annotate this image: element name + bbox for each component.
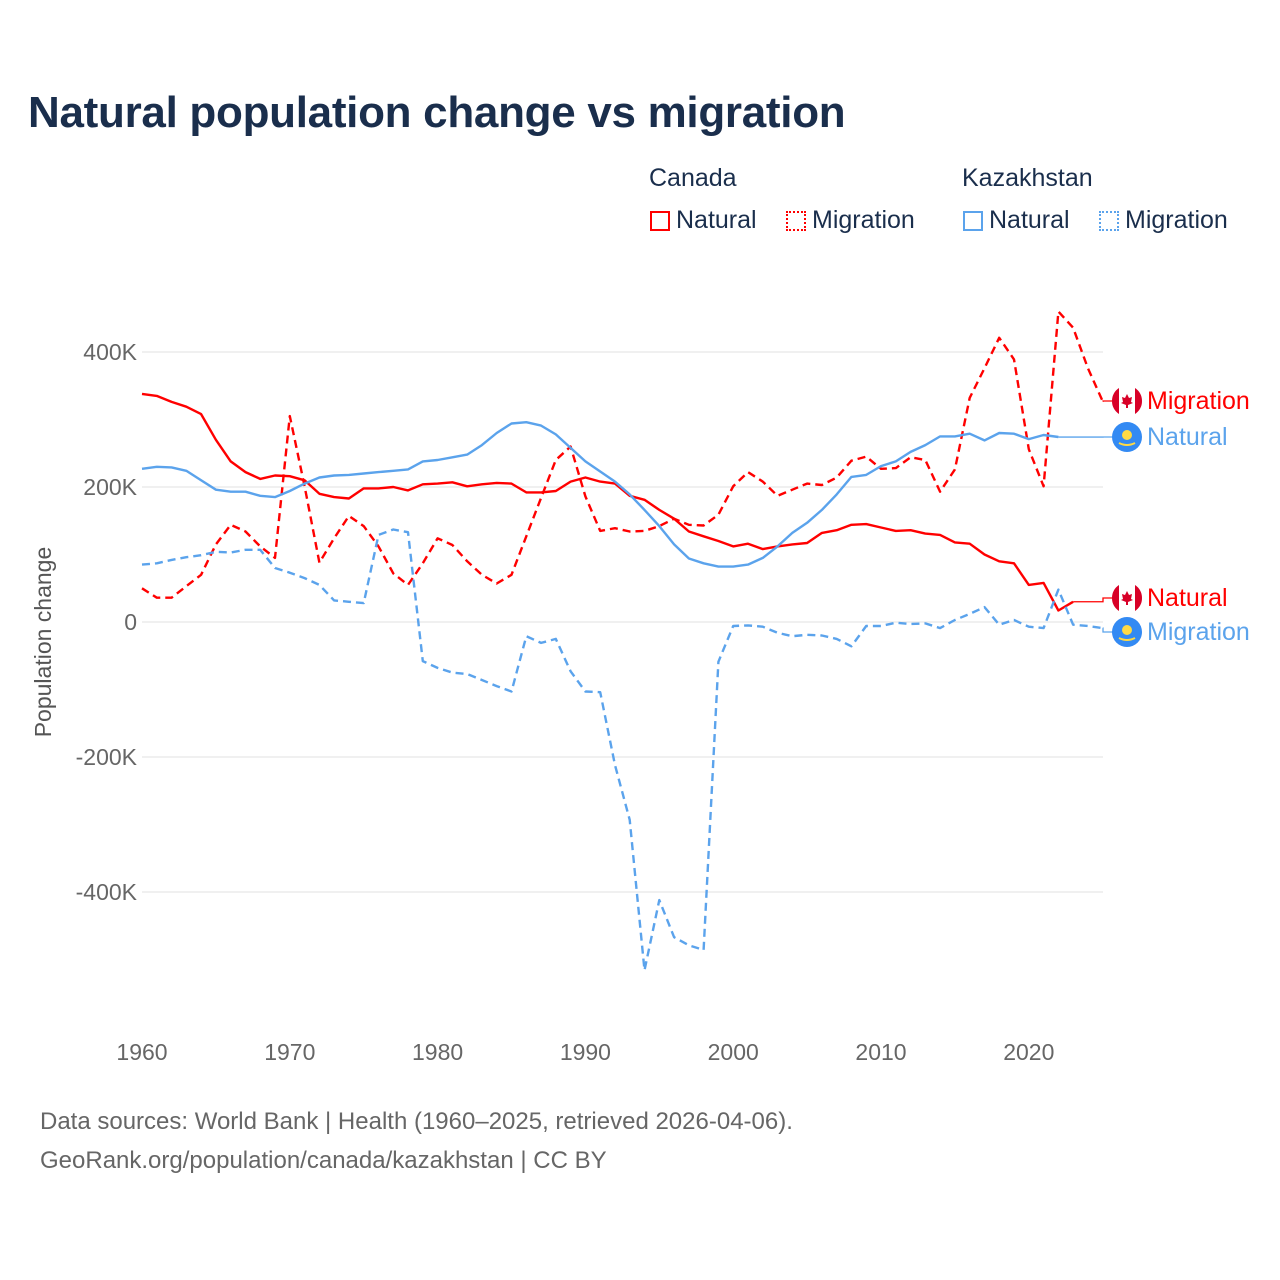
solid-swatch-icon [963,210,983,231]
series-line-canada-migration [141,310,1104,599]
legend-item-kazakhstan-natural[interactable]: Natural [963,206,1070,235]
y-tick-label: 400K [83,339,137,365]
x-tick-label: 2010 [855,1039,906,1065]
eagle-icon [1118,637,1136,641]
x-tick-label: 1980 [412,1039,463,1065]
footer-attribution: GeoRank.org/population/canada/kazakhstan… [40,1147,607,1174]
x-tick-label: 2000 [708,1039,759,1065]
y-axis-label: Population change [30,547,56,738]
solid-swatch-icon [650,210,670,231]
series-line-canada-natural [141,392,1074,612]
kazakhstan-flag-icon [1112,617,1142,647]
maple-leaf-icon [1121,394,1133,408]
legend-label: Natural [989,206,1070,234]
dotted-swatch-icon [786,210,806,231]
footer-sources: Data sources: World Bank | Health (1960–… [40,1108,793,1135]
eagle-icon [1118,442,1136,446]
legend-label: Natural [676,206,757,234]
maple-leaf-icon [1121,591,1133,605]
y-tick-label: 0 [124,609,137,635]
chart-title: Natural population change vs migration [28,88,846,137]
legend-item-kazakhstan-migration[interactable]: Migration [1099,206,1228,235]
label-connector [1073,597,1113,603]
series-line-kazakhstan-natural [141,421,1059,568]
legend-group-canada: Canada [649,164,737,192]
flag-band [1135,585,1143,611]
legend-label: Migration [1125,206,1228,234]
legend-label: Migration [812,206,915,234]
x-tick-label: 2020 [1003,1039,1054,1065]
sun-icon [1122,430,1132,440]
y-tick-label: -400K [76,879,138,905]
end-label: Migration [1147,387,1250,415]
canada-flag-icon [1111,583,1143,613]
x-tick-label: 1960 [116,1039,167,1065]
end-label: Migration [1147,618,1250,646]
label-connector [1102,627,1113,633]
end-label: Natural [1147,423,1228,451]
legend-group-kazakhstan: Kazakhstan [962,164,1093,192]
chart-plot: -400K -200K 0 200K 400K 1960 1970 1980 1990 2000… [30,310,1250,1065]
kazakhstan-flag-icon [1112,422,1142,452]
y-tick-label: -200K [76,744,138,770]
end-label: Natural [1147,584,1228,612]
legend-item-canada-migration[interactable]: Migration [786,206,915,235]
dotted-swatch-icon [1099,210,1119,231]
series-line-kazakhstan-migration [141,528,1103,972]
flag-band [1135,388,1143,414]
sun-icon [1122,625,1132,635]
flag-band [1111,388,1119,414]
x-tick-label: 1990 [560,1039,611,1065]
legend-item-canada-natural[interactable]: Natural [650,206,757,235]
canada-flag-icon [1111,386,1143,416]
flag-band [1111,585,1119,611]
x-tick-label: 1970 [264,1039,315,1065]
y-tick-label: 200K [83,474,137,500]
